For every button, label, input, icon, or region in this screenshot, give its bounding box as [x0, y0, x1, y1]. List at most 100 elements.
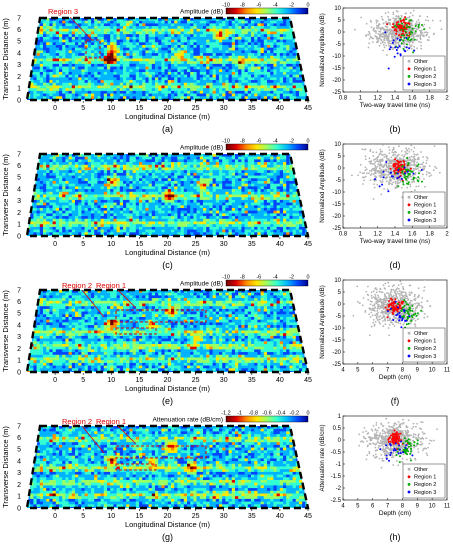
data-point — [388, 149, 391, 152]
x-tick-label: 10 — [107, 241, 115, 248]
data-point — [393, 429, 396, 432]
caption-g: (g) — [162, 532, 173, 542]
data-point — [423, 31, 426, 34]
y-tick-label: 3 — [17, 198, 21, 205]
data-point — [392, 181, 395, 184]
data-point — [383, 156, 386, 159]
data-point — [439, 19, 442, 22]
data-point — [419, 166, 422, 169]
data-point — [392, 323, 394, 326]
data-point — [409, 322, 412, 325]
data-point — [415, 177, 418, 180]
data-point — [374, 314, 376, 317]
data-point — [394, 162, 397, 165]
data-point — [384, 41, 386, 44]
data-point — [364, 311, 367, 313]
data-point — [391, 285, 394, 288]
data-point — [395, 288, 398, 291]
data-point — [394, 180, 397, 183]
data-point — [415, 425, 417, 428]
data-point — [408, 306, 411, 309]
data-point — [396, 52, 399, 55]
scatter-panel-h: 4 5 6 7 8 9 10 11 -2.5 -2 -1.5 -1 -0.5 0 0.5 1 Depth (cm… — [319, 414, 451, 542]
data-point — [394, 23, 397, 25]
data-point — [404, 39, 407, 42]
data-point — [399, 294, 401, 297]
data-point — [388, 173, 391, 176]
data-point — [411, 427, 413, 430]
x-tick-label: 4 — [341, 504, 345, 510]
data-point — [432, 169, 435, 172]
data-point — [378, 164, 381, 167]
colorbar — [225, 279, 309, 287]
colorbar-tick: -1.2 — [221, 411, 230, 417]
data-point — [386, 37, 388, 40]
data-point — [397, 440, 400, 442]
data-point — [361, 176, 364, 179]
x-tick-label: 1 — [359, 96, 363, 102]
data-point — [356, 300, 359, 303]
data-point — [393, 19, 396, 22]
data-point — [410, 22, 413, 25]
data-point — [402, 295, 404, 297]
data-point — [397, 293, 400, 295]
data-point — [392, 432, 394, 435]
data-point — [395, 320, 398, 322]
data-point — [397, 421, 400, 423]
data-point — [409, 167, 412, 170]
data-point — [414, 309, 417, 312]
data-point — [418, 40, 421, 43]
data-point — [381, 176, 383, 179]
data-point — [389, 23, 392, 26]
data-point — [394, 442, 397, 445]
data-point — [425, 173, 428, 176]
data-point — [410, 144, 413, 147]
data-point — [394, 161, 397, 164]
data-point — [382, 166, 385, 169]
data-point — [365, 458, 368, 461]
data-point — [390, 289, 393, 292]
data-point — [394, 160, 396, 162]
data-point — [425, 159, 428, 162]
data-point — [386, 23, 389, 26]
data-point — [381, 457, 384, 460]
data-point — [405, 308, 408, 310]
data-point — [419, 38, 422, 41]
data-point — [421, 180, 423, 183]
data-point — [406, 38, 409, 41]
data-point — [403, 309, 406, 312]
data-point — [401, 300, 404, 303]
data-point — [411, 34, 414, 37]
data-point — [423, 167, 426, 170]
data-point — [406, 17, 409, 19]
legend-marker — [407, 82, 411, 86]
data-point — [395, 321, 398, 324]
data-point — [390, 294, 392, 296]
data-point — [379, 160, 382, 163]
data-point — [399, 36, 402, 39]
y-tick-label: -1.5 — [331, 474, 342, 480]
data-point — [416, 35, 419, 37]
legend-entry: Region 2 — [414, 346, 436, 352]
data-point — [387, 168, 390, 171]
data-point — [397, 317, 400, 320]
data-point — [383, 315, 386, 318]
data-point — [380, 441, 383, 444]
legend-entry: Region 3 — [414, 490, 436, 496]
x-tick-label: 45 — [304, 105, 312, 112]
data-point — [398, 145, 400, 148]
data-point — [403, 154, 406, 156]
data-point — [384, 452, 386, 455]
data-point — [385, 297, 388, 300]
data-point — [383, 440, 385, 443]
x-tick-label: 1.2 — [373, 232, 382, 238]
colorbar-tick: -0.6 — [262, 411, 271, 417]
colorbar — [225, 143, 309, 151]
x-tick-label: 35 — [248, 105, 256, 112]
data-point — [377, 446, 380, 449]
data-point — [379, 158, 382, 161]
data-point — [418, 178, 421, 180]
data-point — [375, 32, 377, 34]
data-point — [390, 450, 393, 452]
data-point — [379, 164, 382, 167]
